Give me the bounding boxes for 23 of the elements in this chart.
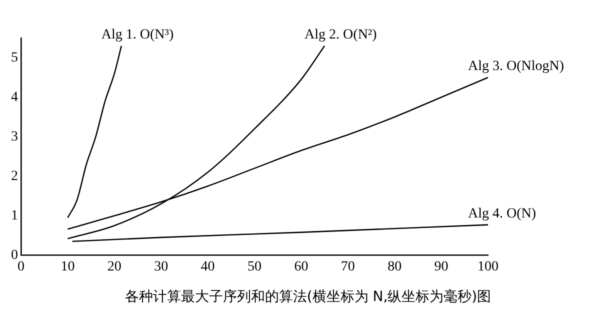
y-tick-label: 4 — [11, 90, 18, 105]
x-tick-label: 60 — [294, 259, 308, 274]
y-tick-label: 0 — [11, 248, 18, 263]
y-tick-label: 3 — [11, 129, 18, 144]
series-label: Alg 2. O(N²) — [304, 28, 378, 43]
x-tick-label: 20 — [107, 259, 122, 274]
x-tick-label: 30 — [154, 259, 168, 274]
y-tick-label: 5 — [11, 50, 18, 66]
series-label: Alg 3. O(NlogN) — [468, 59, 564, 74]
line-series — [67, 45, 122, 218]
x-tick-label: 80 — [388, 259, 402, 274]
x-tick-label: 100 — [478, 259, 498, 274]
x-tick-label: 50 — [248, 259, 262, 274]
x-tick-label: 40 — [200, 259, 215, 274]
y-tick-label: 2 — [11, 168, 18, 184]
text: 各种计算最大子序列和的算法(横坐标为 N,纵坐标为毫秒)图 — [124, 288, 492, 306]
series-label: Alg 1. O(N³) — [101, 28, 174, 43]
x-tick-label: 70 — [340, 259, 355, 274]
line-series — [72, 224, 488, 242]
x-tick-label: 10 — [60, 259, 75, 274]
y-tick-label: 1 — [11, 208, 18, 224]
x-tick-label: 90 — [434, 259, 448, 274]
series-label: Alg 4. O(N) — [468, 206, 536, 222]
